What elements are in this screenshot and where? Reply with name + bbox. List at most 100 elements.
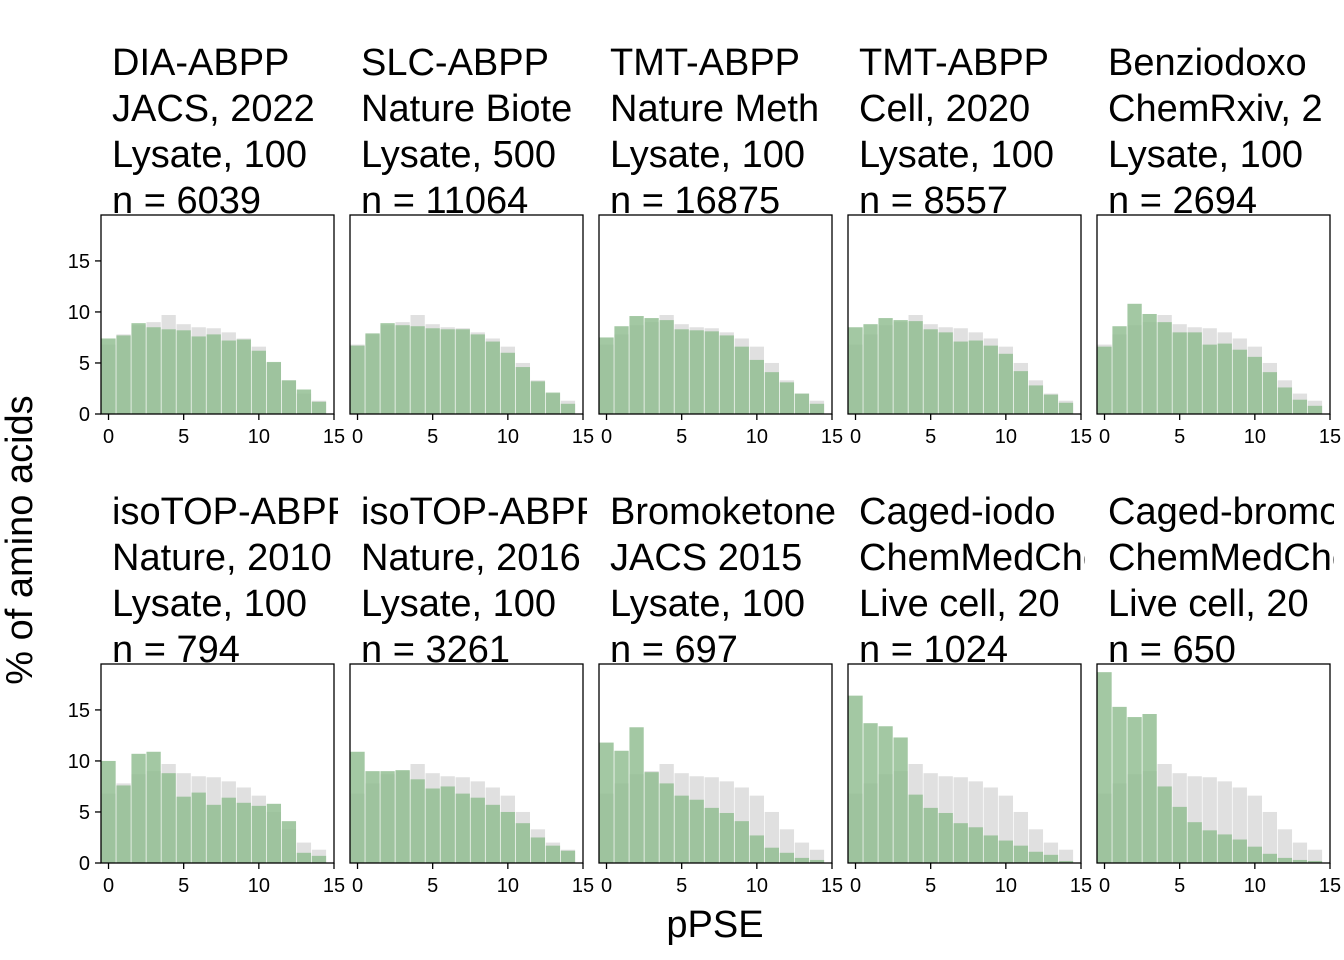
data-bar bbox=[455, 329, 470, 414]
data-bar bbox=[644, 318, 659, 414]
data-bar bbox=[1112, 326, 1127, 414]
data-bar bbox=[1127, 303, 1142, 414]
bars-group bbox=[848, 695, 1074, 863]
data-bar bbox=[1277, 387, 1293, 414]
panel-title-line: Lysate, 100 bbox=[610, 134, 805, 176]
data-bar bbox=[206, 804, 221, 863]
panel-title-line: TMT-ABPP bbox=[859, 42, 1049, 84]
panel-title-line: Live cell, 20 bbox=[1108, 583, 1309, 625]
data-bar bbox=[734, 821, 749, 863]
data-bar bbox=[380, 771, 395, 863]
y-tick-label: 5 bbox=[79, 353, 90, 375]
data-bar bbox=[1202, 344, 1217, 414]
x-tick-label: 0 bbox=[1099, 875, 1110, 897]
data-bar bbox=[809, 859, 825, 863]
panel-title-line: Lysate, 100 bbox=[859, 134, 1054, 176]
data-bar bbox=[176, 330, 191, 414]
data-bar bbox=[116, 335, 131, 414]
data-bar bbox=[251, 350, 266, 414]
data-bar bbox=[560, 403, 576, 414]
data-bar bbox=[794, 393, 810, 414]
data-bar bbox=[629, 727, 644, 863]
bars-group bbox=[848, 315, 1074, 414]
facet-panel: Caged-bromoChemMedChemLive cell, 20n = 6… bbox=[1096, 491, 1344, 897]
data-bar bbox=[116, 785, 131, 863]
x-tick-label: 5 bbox=[427, 426, 438, 448]
data-bar bbox=[221, 797, 236, 863]
data-bar bbox=[146, 751, 161, 863]
data-bar bbox=[350, 751, 365, 863]
panel-frame bbox=[847, 214, 1082, 415]
bars-group bbox=[350, 315, 576, 414]
data-bar bbox=[1307, 860, 1323, 863]
data-bar bbox=[101, 760, 116, 863]
data-bar bbox=[1028, 385, 1044, 414]
panel-title-line: Lysate, 100 bbox=[610, 583, 805, 625]
data-bar bbox=[908, 794, 923, 863]
data-bar bbox=[749, 359, 764, 414]
data-bar bbox=[863, 723, 878, 863]
data-bar bbox=[131, 753, 146, 863]
data-bar bbox=[1217, 834, 1232, 863]
data-bar bbox=[938, 812, 953, 863]
x-tick-label: 5 bbox=[1174, 426, 1185, 448]
x-tick-label: 15 bbox=[323, 426, 345, 448]
data-bar bbox=[863, 324, 878, 414]
data-bar bbox=[1097, 672, 1112, 863]
data-bar bbox=[734, 346, 749, 414]
data-bar bbox=[1187, 822, 1202, 863]
panel-title-line: n = 16875 bbox=[610, 180, 780, 222]
data-bar bbox=[296, 852, 312, 863]
data-bar bbox=[146, 327, 161, 414]
data-bar bbox=[530, 381, 546, 414]
data-bar bbox=[614, 326, 629, 414]
data-bar bbox=[206, 334, 221, 414]
panel-frame bbox=[598, 214, 833, 415]
panel-frame bbox=[847, 663, 1082, 864]
y-tick-label: 5 bbox=[79, 802, 90, 824]
panel-title-line: Lysate, 100 bbox=[1108, 134, 1303, 176]
data-bar bbox=[455, 793, 470, 863]
data-bar bbox=[425, 788, 440, 863]
data-bar bbox=[395, 325, 410, 414]
data-bar bbox=[470, 334, 485, 414]
data-bar bbox=[1112, 706, 1127, 863]
panel-title-line: Nature, 2010 bbox=[112, 537, 332, 579]
data-bar bbox=[410, 779, 425, 863]
x-tick-label: 5 bbox=[925, 426, 936, 448]
data-bar bbox=[1307, 405, 1323, 414]
data-bar bbox=[470, 797, 485, 863]
panel-title-line: Bromoketone bbox=[610, 491, 836, 533]
panel-frame bbox=[100, 214, 335, 415]
data-bar bbox=[689, 330, 704, 414]
panel-title-line: SLC-ABPP bbox=[361, 42, 549, 84]
data-bar bbox=[1058, 860, 1074, 863]
y-tick-label: 15 bbox=[68, 700, 90, 722]
background-bar bbox=[1292, 842, 1308, 863]
panel-frame bbox=[1096, 214, 1331, 415]
x-tick-label: 15 bbox=[821, 426, 843, 448]
panel-title-line: Lysate, 100 bbox=[361, 583, 556, 625]
panel-title-line: n = 6039 bbox=[112, 180, 261, 222]
data-bar bbox=[998, 840, 1013, 863]
bars-group bbox=[350, 751, 576, 863]
data-bar bbox=[953, 341, 968, 414]
data-bar bbox=[923, 329, 938, 414]
panel-title-line: isoTOP-ABPP bbox=[112, 491, 352, 533]
data-bar bbox=[1172, 806, 1187, 863]
data-bar bbox=[440, 329, 455, 414]
data-bar bbox=[1013, 845, 1029, 863]
data-bar bbox=[659, 783, 674, 863]
panel-title-line: Cell, 2020 bbox=[859, 88, 1030, 130]
panel-title-line: Lysate, 500 bbox=[361, 134, 556, 176]
data-bar bbox=[101, 338, 116, 414]
data-bar bbox=[281, 380, 297, 414]
panel-title-line: ChemMedChem bbox=[1108, 537, 1344, 579]
